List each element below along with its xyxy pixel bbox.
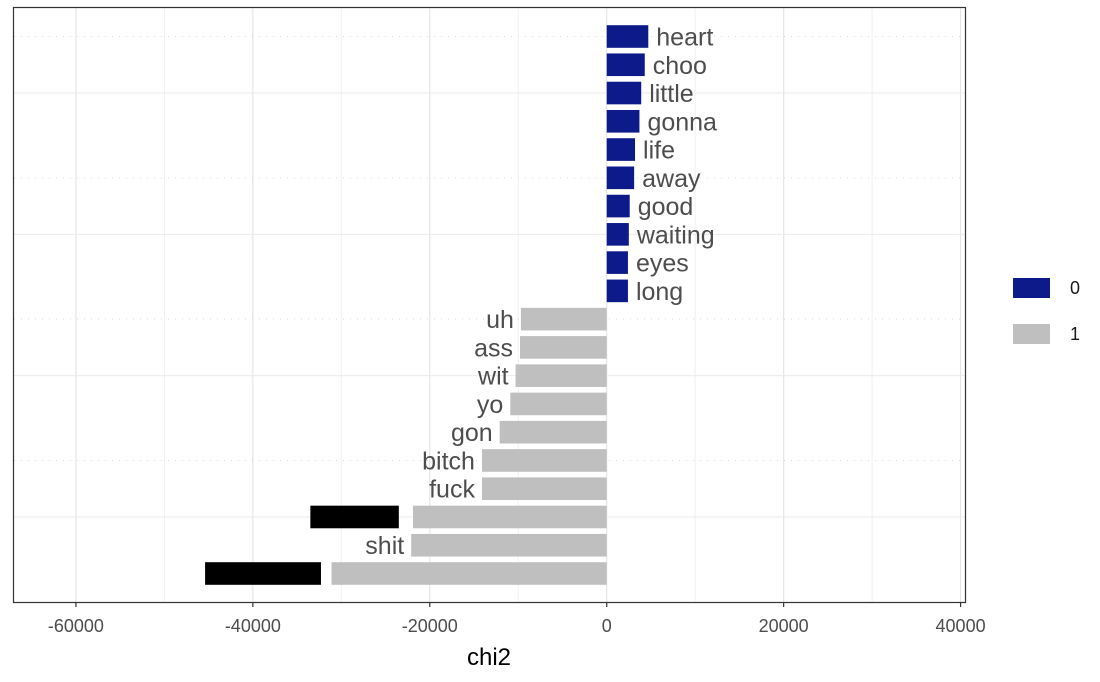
bar	[411, 533, 607, 557]
bar	[412, 505, 607, 529]
bar-label: eyes	[636, 250, 689, 278]
bar-label: shit	[365, 532, 404, 560]
bar-label: fuck	[429, 476, 475, 504]
legend-key-1	[1013, 324, 1050, 344]
bar-label: wit	[477, 363, 509, 391]
bar	[606, 251, 628, 274]
bar	[520, 307, 607, 331]
bar	[331, 562, 607, 585]
bar	[606, 53, 645, 77]
bar	[606, 25, 649, 48]
bar-label: choo	[653, 52, 707, 80]
bars	[205, 25, 649, 585]
legend-key-0	[1013, 278, 1050, 298]
bar	[606, 194, 630, 218]
bar-label: heart	[656, 24, 713, 52]
bar-label: life	[643, 137, 675, 165]
bar-label: waiting	[636, 221, 715, 249]
bar	[510, 392, 607, 416]
bar-label: away	[642, 165, 701, 193]
legend-label-0: 0	[1070, 278, 1080, 298]
redaction-block	[310, 505, 399, 529]
bar-label: little	[649, 80, 693, 108]
legend-label-1: 1	[1070, 324, 1080, 344]
bar	[515, 364, 607, 387]
x-axis: -60000 -40000 -20000 0 20000 40000	[48, 602, 986, 636]
bar	[520, 336, 607, 359]
bar-label: gonna	[647, 108, 717, 136]
bar-label: gon	[451, 419, 493, 447]
bar	[499, 420, 607, 444]
bar-label: yo	[477, 391, 503, 419]
bar-label: bitch	[422, 447, 475, 475]
plot-panel-border	[12, 6, 967, 604]
bar	[606, 279, 628, 303]
bar-label: ass	[474, 334, 513, 362]
bar	[606, 81, 642, 105]
bar-label: uh	[486, 306, 514, 334]
x-tick-label: -60000	[48, 616, 104, 636]
grid-lines	[14, 8, 965, 602]
bar-labels: heartchoolittlegonnalifeawaygoodwaitinge…	[365, 24, 717, 561]
bar	[606, 223, 629, 246]
x-tick-label: 40000	[936, 616, 986, 636]
bar	[606, 166, 635, 190]
x-axis-title: chi2	[467, 644, 511, 671]
x-tick-label: 20000	[759, 616, 809, 636]
bar-label: good	[638, 193, 694, 221]
redaction-block	[205, 562, 321, 585]
bar	[606, 109, 640, 133]
bar	[481, 477, 607, 501]
x-tick-label: -40000	[225, 616, 281, 636]
x-tick-label: -20000	[402, 616, 458, 636]
x-tick-label: 0	[602, 616, 612, 636]
bar	[606, 138, 636, 161]
bar	[481, 449, 607, 472]
legend: 01	[1013, 278, 1080, 344]
bar-label: long	[636, 278, 683, 306]
